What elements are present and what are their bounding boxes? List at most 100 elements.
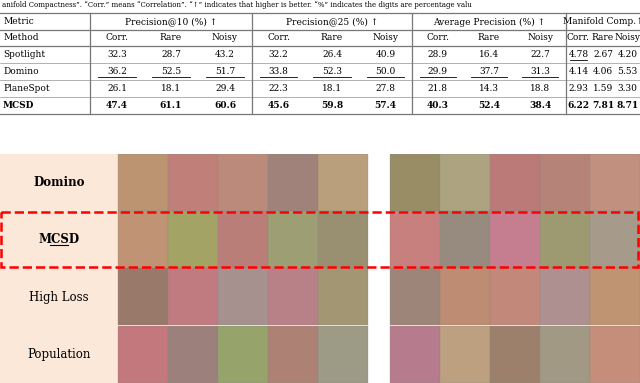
Text: Population: Population [28,348,91,361]
Text: Corr.: Corr. [426,33,449,43]
Text: 16.4: 16.4 [479,50,499,59]
Bar [218,154,268,211]
Text: 28.9: 28.9 [428,50,447,59]
Text: 1.59: 1.59 [593,84,613,93]
Text: 21.8: 21.8 [428,84,447,93]
Bar [218,326,268,383]
Text: Noisy: Noisy [212,33,238,43]
Text: 37.7: 37.7 [479,67,499,76]
Bar [168,211,218,268]
Bar [318,211,367,268]
Text: Noisy: Noisy [372,33,398,43]
Text: 14.3: 14.3 [479,84,499,93]
Bar [540,154,589,211]
Text: Domino: Domino [33,176,84,189]
Bar [440,268,490,325]
Text: 7.81: 7.81 [592,101,614,110]
Bar [590,211,639,268]
Text: 27.8: 27.8 [375,84,396,93]
Text: 6.22: 6.22 [567,101,589,110]
Text: Average Precision (%) ↑: Average Precision (%) ↑ [433,18,545,26]
Text: 45.6: 45.6 [268,101,290,110]
Bar [118,268,168,325]
Text: 18.1: 18.1 [322,84,342,93]
Bar [318,154,367,211]
Bar [440,326,490,383]
Text: Noisy: Noisy [614,33,640,43]
Bar [540,268,589,325]
Text: 26.1: 26.1 [107,84,127,93]
Text: 29.4: 29.4 [215,84,235,93]
Text: 51.7: 51.7 [215,67,235,76]
Text: 3.30: 3.30 [618,84,637,93]
Text: 57.4: 57.4 [374,101,396,110]
Text: 40.9: 40.9 [375,50,396,59]
Text: anifold Compactness”. “Corr.” means “Correlation”. “↑” indicates that higher is : anifold Compactness”. “Corr.” means “Cor… [2,1,472,9]
Text: 40.3: 40.3 [427,101,449,110]
Bar [540,326,589,383]
Text: Domino: Domino [3,67,38,76]
Bar [0,268,118,326]
Text: Corr.: Corr. [106,33,129,43]
Text: Method: Method [3,33,38,43]
Text: 18.8: 18.8 [531,84,550,93]
Text: High Loss: High Loss [29,291,89,304]
Text: 47.4: 47.4 [106,101,128,110]
Text: PlaneSpot: PlaneSpot [3,84,50,93]
Text: 52.4: 52.4 [478,101,500,110]
Text: 36.2: 36.2 [107,67,127,76]
Bar [590,268,639,325]
Text: Rare: Rare [321,33,343,43]
Text: Precision@25 (%) ↑: Precision@25 (%) ↑ [286,18,378,26]
Text: Spotlight: Spotlight [3,50,45,59]
Bar [268,211,317,268]
Text: 8.71: 8.71 [616,101,639,110]
Bar [318,268,367,325]
Text: Corr.: Corr. [267,33,290,43]
Text: 22.7: 22.7 [531,50,550,59]
Bar [168,326,218,383]
Text: 32.3: 32.3 [107,50,127,59]
Text: 52.5: 52.5 [161,67,181,76]
Text: Corr.: Corr. [567,33,590,43]
Bar [440,154,490,211]
Text: 2.67: 2.67 [593,50,613,59]
Text: Metric: Metric [3,18,34,26]
Bar [0,326,118,383]
Bar [218,211,268,268]
Text: 4.06: 4.06 [593,67,613,76]
Bar [440,211,490,268]
Text: Manifold Comp.↑: Manifold Comp.↑ [563,18,640,26]
Bar [490,326,540,383]
Text: Precision@10 (%) ↑: Precision@10 (%) ↑ [125,18,217,26]
Bar [118,326,168,383]
Text: Rare: Rare [592,33,614,43]
Bar [268,326,317,383]
Bar [490,268,540,325]
Text: Rare: Rare [160,33,182,43]
Text: 38.4: 38.4 [529,101,552,110]
Bar [168,154,218,211]
Bar [0,211,118,268]
Bar [218,268,268,325]
Text: 29.9: 29.9 [428,67,447,76]
Bar [118,211,168,268]
Bar [268,268,317,325]
Bar [490,154,540,211]
Text: 43.2: 43.2 [215,50,235,59]
Bar [390,326,440,383]
Bar [118,154,168,211]
Text: MCSD: MCSD [3,101,35,110]
Text: 2.93: 2.93 [568,84,588,93]
Text: 18.1: 18.1 [161,84,181,93]
Text: 52.3: 52.3 [322,67,342,76]
Text: 31.3: 31.3 [531,67,550,76]
Text: 28.7: 28.7 [161,50,181,59]
Text: 22.3: 22.3 [269,84,289,93]
Text: MCSD: MCSD [38,233,79,246]
Text: 26.4: 26.4 [322,50,342,59]
Text: 32.2: 32.2 [269,50,289,59]
Text: 60.6: 60.6 [214,101,236,110]
Text: 5.53: 5.53 [618,67,638,76]
Text: 33.8: 33.8 [269,67,289,76]
